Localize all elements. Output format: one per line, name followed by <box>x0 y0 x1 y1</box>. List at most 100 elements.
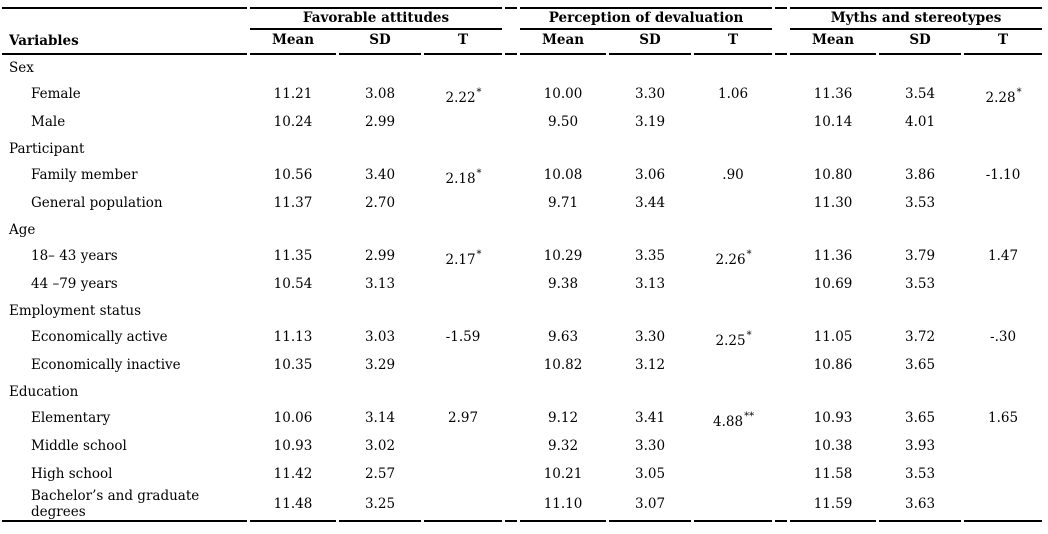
column-spacer <box>505 432 517 460</box>
cell-t <box>424 189 502 217</box>
cell-t: 4.88** <box>694 404 772 432</box>
cell-t: 1.47 <box>988 248 1019 264</box>
column-spacer <box>775 460 787 488</box>
cell-mean: 11.42 <box>273 466 313 482</box>
table-row: Economically active 11.13 3.03 -1.59 9.63 3.3… <box>2 323 1042 351</box>
cell-sd: 3.53 <box>905 466 936 482</box>
significance-asterisk: * <box>476 249 482 261</box>
cell-t: 2.18* <box>424 161 502 189</box>
row-label: High school <box>31 466 113 482</box>
cell-t: 2.22* <box>424 80 502 108</box>
cell-t <box>964 351 1042 379</box>
cell-t: -1.10 <box>985 167 1021 183</box>
column-header-t: T <box>694 30 773 55</box>
column-spacer <box>775 242 787 270</box>
column-spacer <box>775 432 787 460</box>
section-label: Age <box>9 221 36 238</box>
cell-t: 2.25* <box>694 323 772 351</box>
column-header-mean: Mean <box>520 30 607 55</box>
column-spacer <box>505 351 517 379</box>
cell-t: 2.97 <box>447 410 479 426</box>
column-spacer <box>505 488 518 522</box>
table-row: Male 10.24 2.99 9.50 3.19 10.14 4.01 <box>2 108 1042 136</box>
cell-mean: 11.36 <box>813 86 853 102</box>
cell-mean: 10.69 <box>813 276 853 292</box>
column-spacer <box>505 460 517 488</box>
cell-sd: 3.72 <box>905 329 936 345</box>
column-header-sd: SD <box>339 30 421 55</box>
cell-mean: 11.05 <box>813 329 853 345</box>
cell-sd: 3.40 <box>364 167 396 183</box>
cell-mean: 10.82 <box>543 357 583 373</box>
value-with-significance: 2.17* <box>445 249 482 268</box>
row-label: Elementary <box>31 410 111 426</box>
cell-mean: 11.10 <box>520 488 607 522</box>
cell-sd: 3.44 <box>635 195 666 211</box>
header-spacer <box>775 7 788 55</box>
table-body: Sex Female 11.21 3.08 2.22* 10.00 3.30 1.06 11.3… <box>2 55 1043 522</box>
cell-sd: 3.54 <box>905 86 936 102</box>
cell-sd: 2.70 <box>364 195 396 211</box>
table-row: 44 –79 years 10.54 3.13 9.38 3.13 10.69 3.53 <box>2 270 1042 298</box>
table-row: Middle school 10.93 3.02 9.32 3.30 10.38 3.93 <box>2 432 1042 460</box>
section-label: Sex <box>9 59 34 76</box>
cell-mean: 10.35 <box>273 357 313 373</box>
group-header: Myths and stereotypes <box>790 7 1043 30</box>
header-spacer <box>505 7 518 55</box>
column-spacer <box>775 108 787 136</box>
cell-sd: 4.01 <box>905 114 936 130</box>
value-with-significance: 2.25* <box>715 330 752 349</box>
cell-sd: 3.12 <box>635 357 666 373</box>
column-spacer <box>505 189 517 217</box>
table-row: Female 11.21 3.08 2.22* 10.00 3.30 1.06 11.36 3.… <box>2 80 1042 108</box>
cell-sd: 3.13 <box>635 276 666 292</box>
cell-t: 2.26* <box>694 242 772 270</box>
cell-t: 1.65 <box>988 410 1019 426</box>
cell-mean: 10.24 <box>273 114 313 130</box>
cell-t <box>694 351 772 379</box>
cell-t <box>694 189 772 217</box>
table-row: General population 11.37 2.70 9.71 3.44 11.30… <box>2 189 1042 217</box>
column-spacer <box>775 323 787 351</box>
cell-sd: 3.02 <box>364 438 396 454</box>
column-header-sd: SD <box>609 30 692 55</box>
statistics-table: Variables Favorable attitudes Perception o… <box>0 7 1045 522</box>
significance-asterisk: * <box>476 87 482 99</box>
cell-sd: 3.08 <box>364 86 396 102</box>
column-header-t: T <box>424 30 503 55</box>
cell-sd: 3.05 <box>635 466 666 482</box>
row-label: Family member <box>31 167 138 183</box>
variables-header: Variables <box>2 7 247 55</box>
cell-sd: 3.25 <box>339 488 421 522</box>
cell-mean: 11.48 <box>250 488 336 522</box>
cell-mean: 10.54 <box>273 276 313 292</box>
cell-t <box>964 460 1042 488</box>
cell-sd: 3.86 <box>905 167 936 183</box>
cell-mean: 11.30 <box>813 195 853 211</box>
table-row: Economically inactive 10.35 3.29 10.82 3.12 1… <box>2 351 1042 379</box>
cell-t <box>694 432 772 460</box>
cell-mean: 9.12 <box>548 410 579 426</box>
cell-sd: 3.30 <box>635 329 666 345</box>
cell-mean: 10.93 <box>273 438 313 454</box>
cell-sd: 3.07 <box>609 488 692 522</box>
value-with-significance: 2.26* <box>715 249 752 268</box>
cell-sd: 3.93 <box>905 438 936 454</box>
cell-t <box>424 351 502 379</box>
cell-sd: 3.29 <box>364 357 396 373</box>
cell-mean: 10.93 <box>813 410 853 426</box>
cell-mean: 9.63 <box>548 329 579 345</box>
row-label: General population <box>31 195 163 211</box>
column-spacer <box>505 270 517 298</box>
column-spacer <box>775 161 787 189</box>
cell-mean: 11.37 <box>273 195 313 211</box>
section-label: Education <box>9 383 79 400</box>
table-row: High school 11.42 2.57 10.21 3.05 11.58 3.53 <box>2 460 1042 488</box>
row-label: 18– 43 years <box>31 248 118 264</box>
cell-t <box>694 460 772 488</box>
cell-mean: 10.29 <box>543 248 583 264</box>
cell-t <box>964 108 1042 136</box>
section-row: Sex <box>2 55 1042 80</box>
significance-asterisk: * <box>1016 87 1022 99</box>
cell-sd: 3.41 <box>635 410 666 426</box>
